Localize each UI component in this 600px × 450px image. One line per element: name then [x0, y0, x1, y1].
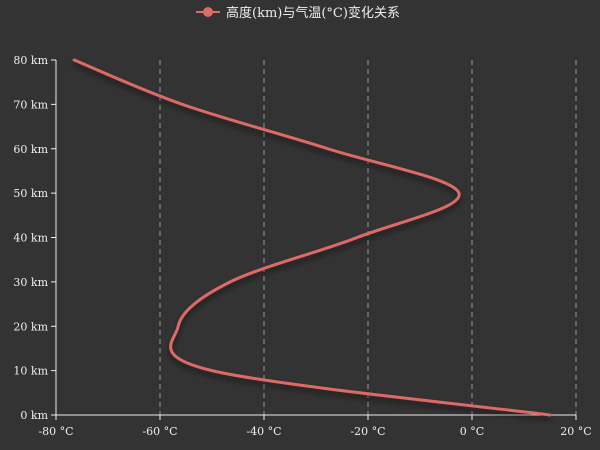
- y-tick-label: 40 km: [13, 232, 48, 245]
- x-tick-label: 20 °C: [560, 425, 591, 438]
- x-tick-label: -60 °C: [142, 425, 177, 438]
- series-line[interactable]: [72, 58, 552, 417]
- x-tick-label: -40 °C: [246, 425, 281, 438]
- axes: 0 km 10 km 20 km 30 km 40 km 50 km 60 km 70 km 8…: [13, 54, 591, 438]
- grid-lines: [159, 60, 577, 415]
- legend-label: 高度(km)与气温(°C)变化关系: [226, 5, 400, 21]
- y-tick-label: 30 km: [13, 276, 48, 289]
- series-layer: [72, 58, 552, 417]
- y-tick-label: 60 km: [13, 143, 48, 156]
- y-tick-label: 0 km: [20, 409, 48, 422]
- x-tick-label: 0 °C: [460, 425, 484, 438]
- y-tick-label: 20 km: [13, 320, 48, 333]
- legend-marker-icon: [203, 7, 213, 17]
- y-tick-label: 10 km: [13, 365, 48, 378]
- y-tick-label: 80 km: [13, 54, 48, 67]
- y-tick-label: 50 km: [13, 187, 48, 200]
- legend[interactable]: 高度(km)与气温(°C)变化关系: [196, 5, 400, 21]
- x-tick-label: -80 °C: [38, 425, 73, 438]
- y-tick-label: 70 km: [13, 98, 48, 111]
- x-tick-label: -20 °C: [350, 425, 385, 438]
